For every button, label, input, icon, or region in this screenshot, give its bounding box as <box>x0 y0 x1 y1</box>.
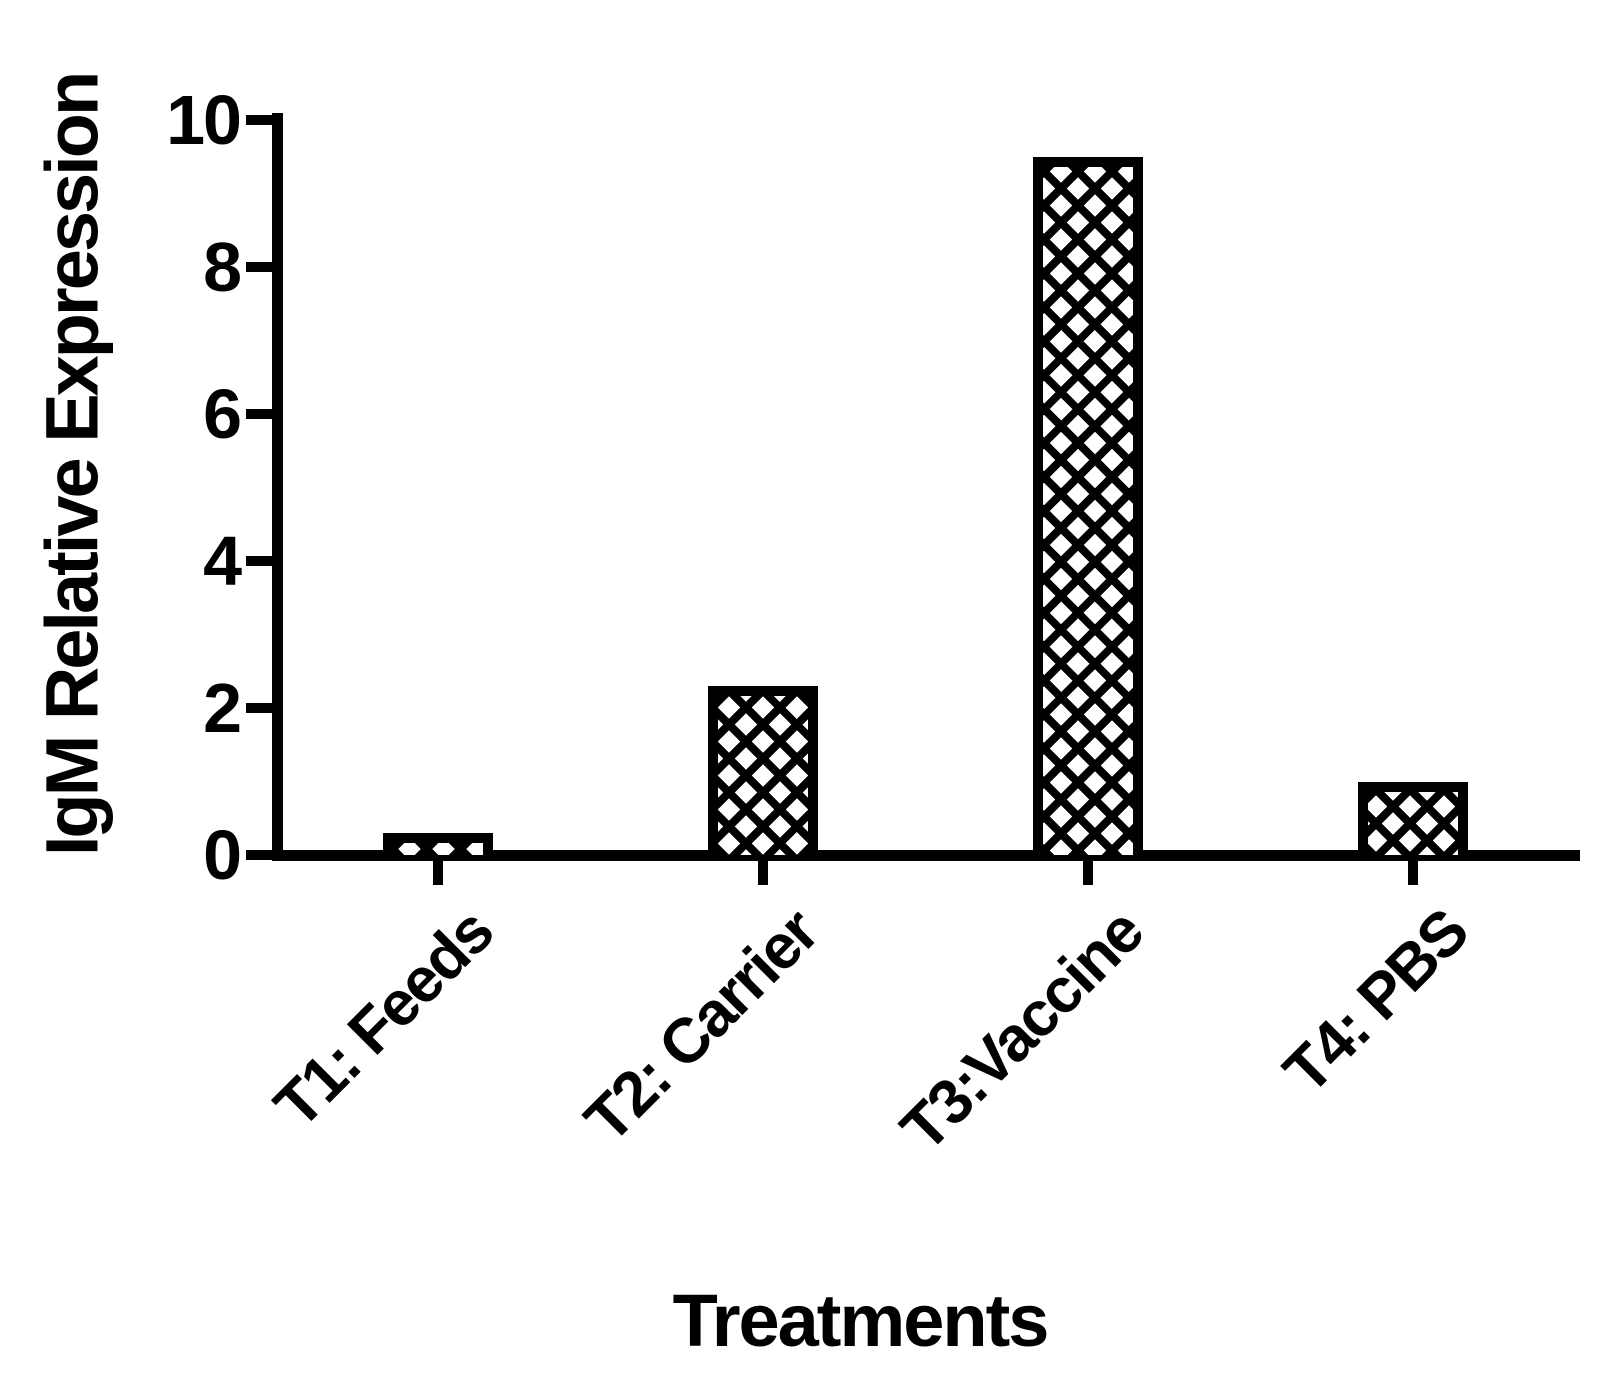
y-tick-label-8: 8 <box>203 228 242 306</box>
x-tick-t1-feeds <box>433 856 443 885</box>
x-tick-t3-vaccine <box>1083 856 1093 885</box>
bar-t2-carrier <box>708 686 818 855</box>
y-tick-8 <box>246 262 272 272</box>
y-tick-label-10: 10 <box>166 81 242 159</box>
y-tick-label-0: 0 <box>203 816 242 894</box>
y-tick-label-4: 4 <box>203 522 242 600</box>
x-tick-t2-carrier <box>758 856 768 885</box>
x-axis-line <box>272 850 1580 861</box>
y-axis-line <box>272 113 283 861</box>
y-tick-6 <box>246 409 272 419</box>
y-tick-4 <box>246 556 272 566</box>
y-tick-10 <box>246 115 272 125</box>
bar-t3-vaccine <box>1033 157 1143 855</box>
bar-t1-feeds <box>383 833 493 855</box>
x-axis-title: Treatments <box>672 1279 1050 1362</box>
y-tick-label-6: 6 <box>203 375 242 453</box>
y-tick-label-2: 2 <box>203 669 242 747</box>
y-tick-2 <box>246 703 272 713</box>
y-tick-0 <box>246 850 272 860</box>
x-tick-t4-pbs <box>1408 856 1418 885</box>
bar-t4-pbs <box>1358 782 1468 855</box>
